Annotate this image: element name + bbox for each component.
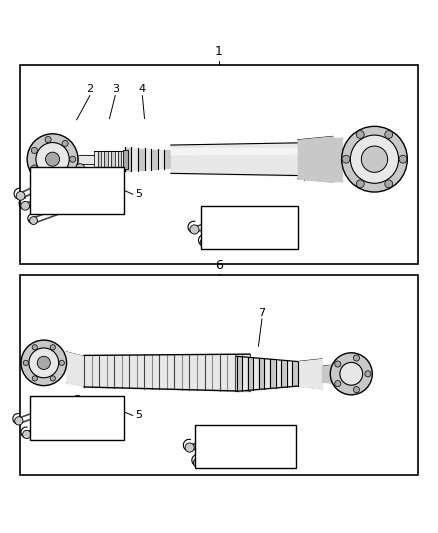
Circle shape xyxy=(45,136,51,143)
Text: 5: 5 xyxy=(218,233,225,244)
Circle shape xyxy=(73,395,81,403)
Text: 5: 5 xyxy=(212,451,219,461)
Bar xyxy=(30,167,124,214)
Circle shape xyxy=(30,216,38,224)
Circle shape xyxy=(257,207,266,216)
Circle shape xyxy=(342,155,350,163)
Circle shape xyxy=(50,345,55,350)
Circle shape xyxy=(356,131,364,139)
Circle shape xyxy=(32,148,38,154)
Circle shape xyxy=(45,176,51,182)
Circle shape xyxy=(194,458,203,467)
Text: 2: 2 xyxy=(86,84,93,94)
Circle shape xyxy=(27,134,78,184)
Circle shape xyxy=(342,126,407,192)
Circle shape xyxy=(356,180,364,188)
Circle shape xyxy=(335,381,341,386)
Circle shape xyxy=(353,386,360,393)
Circle shape xyxy=(185,443,194,452)
Circle shape xyxy=(46,152,60,166)
Circle shape xyxy=(385,131,392,139)
Circle shape xyxy=(361,146,388,172)
Bar xyxy=(20,65,418,264)
Bar xyxy=(123,150,128,169)
Bar xyxy=(20,275,418,474)
Circle shape xyxy=(350,135,399,183)
Circle shape xyxy=(365,371,371,377)
Circle shape xyxy=(385,180,392,188)
Circle shape xyxy=(23,360,28,366)
Circle shape xyxy=(37,356,50,369)
Circle shape xyxy=(190,225,199,234)
Circle shape xyxy=(253,429,262,438)
Circle shape xyxy=(62,140,68,147)
Text: 6: 6 xyxy=(215,259,223,272)
Circle shape xyxy=(32,165,38,171)
Circle shape xyxy=(84,184,93,193)
Circle shape xyxy=(36,142,69,176)
Circle shape xyxy=(21,201,30,210)
Text: 4: 4 xyxy=(139,84,146,94)
Text: 5: 5 xyxy=(135,189,142,199)
Bar xyxy=(195,425,296,468)
Circle shape xyxy=(76,164,85,173)
Circle shape xyxy=(340,362,363,385)
Text: 3: 3 xyxy=(112,84,119,94)
Circle shape xyxy=(32,345,38,350)
Circle shape xyxy=(62,172,68,178)
Bar xyxy=(201,206,298,249)
Text: 7: 7 xyxy=(258,308,265,318)
Circle shape xyxy=(16,191,25,200)
Circle shape xyxy=(50,376,55,381)
Bar xyxy=(30,395,124,440)
Circle shape xyxy=(23,430,31,439)
Text: 1: 1 xyxy=(215,45,223,59)
Circle shape xyxy=(59,360,64,366)
Text: 5: 5 xyxy=(135,410,142,421)
Circle shape xyxy=(261,448,271,458)
Circle shape xyxy=(70,156,76,162)
Circle shape xyxy=(15,417,23,425)
Circle shape xyxy=(29,348,59,378)
Circle shape xyxy=(32,376,37,381)
Circle shape xyxy=(200,238,209,247)
Circle shape xyxy=(83,414,91,423)
Circle shape xyxy=(85,196,93,204)
Circle shape xyxy=(330,353,372,395)
Circle shape xyxy=(399,155,407,163)
Circle shape xyxy=(335,361,341,367)
Circle shape xyxy=(353,355,360,361)
Circle shape xyxy=(21,340,67,386)
Circle shape xyxy=(268,226,277,236)
